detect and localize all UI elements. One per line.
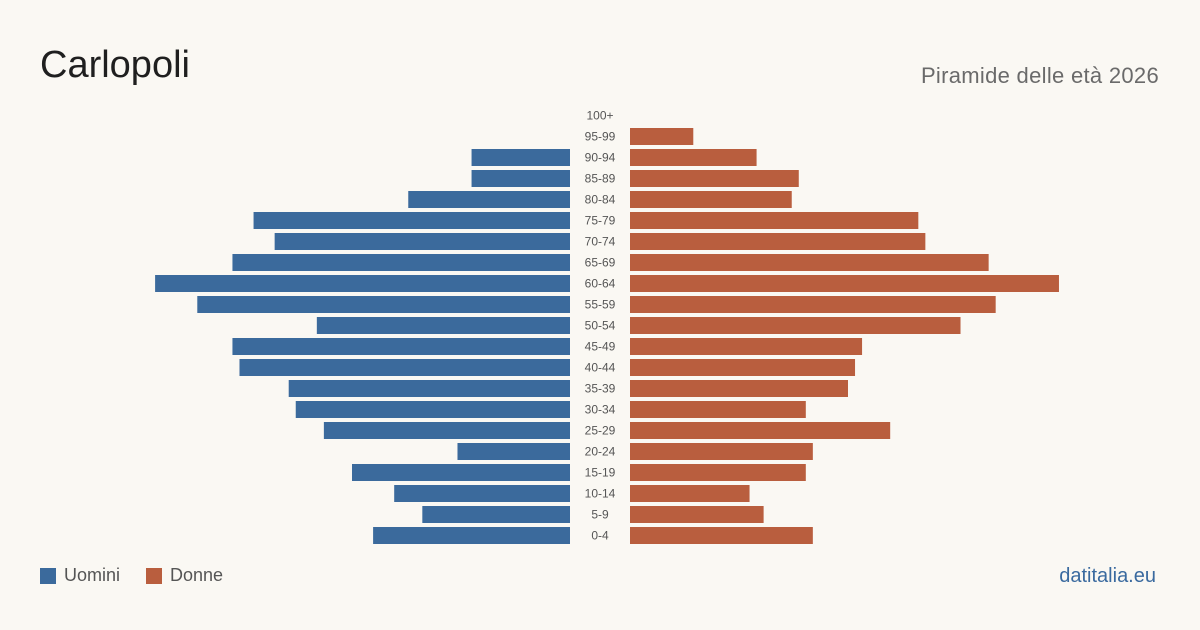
bar-women-30-34 bbox=[630, 401, 806, 418]
age-label-0-4: 0-4 bbox=[591, 529, 609, 543]
bar-men-10-14 bbox=[394, 485, 570, 502]
chart-subtitle: Piramide delle età 2026 bbox=[920, 63, 1159, 88]
age-label-65-69: 65-69 bbox=[585, 256, 616, 270]
age-label-20-24: 20-24 bbox=[585, 445, 616, 459]
legend-swatch-women bbox=[146, 567, 163, 584]
bar-men-80-84 bbox=[408, 191, 570, 208]
bar-women-65-69 bbox=[630, 254, 989, 271]
age-label-30-34: 30-34 bbox=[585, 403, 616, 417]
brand-link[interactable]: datitalia.eu bbox=[1059, 565, 1156, 587]
age-label-80-84: 80-84 bbox=[585, 193, 616, 207]
bar-women-10-14 bbox=[630, 485, 750, 502]
age-label-35-39: 35-39 bbox=[585, 382, 616, 396]
bar-women-40-44 bbox=[630, 359, 856, 376]
bar-men-15-19 bbox=[352, 464, 570, 481]
legend-swatch-men bbox=[40, 567, 56, 584]
bar-women-80-84 bbox=[630, 191, 792, 208]
bar-men-60-64 bbox=[155, 275, 570, 292]
bar-men-65-69 bbox=[232, 254, 571, 271]
legend-label-women: Donne bbox=[170, 565, 224, 585]
bar-women-90-94 bbox=[630, 149, 757, 166]
men-bars bbox=[155, 149, 571, 544]
age-label-45-49: 45-49 bbox=[585, 340, 616, 354]
bar-men-25-29 bbox=[323, 422, 570, 439]
bar-men-50-54 bbox=[316, 317, 570, 334]
chart-title: Carlopoli bbox=[40, 44, 190, 86]
bar-men-0-4 bbox=[373, 527, 570, 544]
bar-men-55-59 bbox=[197, 296, 570, 313]
age-label-50-54: 50-54 bbox=[585, 319, 616, 333]
bar-men-20-24 bbox=[457, 443, 570, 460]
age-label-90-94: 90-94 bbox=[585, 151, 616, 165]
bar-women-95-99 bbox=[630, 128, 694, 145]
legend-item-men: Uomini bbox=[40, 565, 120, 586]
women-bars bbox=[630, 128, 1059, 544]
bar-women-75-79 bbox=[630, 212, 919, 229]
bar-women-35-39 bbox=[630, 380, 848, 397]
age-label-95-99: 95-99 bbox=[585, 130, 616, 144]
age-label-60-64: 60-64 bbox=[585, 277, 616, 291]
legend-item-women: Donne bbox=[146, 565, 223, 586]
age-label-10-14: 10-14 bbox=[585, 487, 616, 501]
bar-women-50-54 bbox=[630, 317, 961, 334]
bar-women-70-74 bbox=[630, 233, 926, 250]
bar-men-85-89 bbox=[471, 170, 570, 187]
age-label-70-74: 70-74 bbox=[585, 235, 616, 249]
legend: Uomini Donne bbox=[40, 565, 249, 586]
age-label-40-44: 40-44 bbox=[585, 361, 616, 375]
legend-label-men: Uomini bbox=[64, 565, 121, 585]
age-label-85-89: 85-89 bbox=[585, 172, 616, 186]
age-label-75-79: 75-79 bbox=[585, 214, 616, 228]
bar-men-75-79 bbox=[253, 212, 570, 229]
bar-men-90-94 bbox=[471, 149, 570, 166]
age-label-100plus: 100+ bbox=[586, 109, 613, 123]
bar-men-5-9 bbox=[422, 506, 570, 523]
age-label-15-19: 15-19 bbox=[585, 466, 616, 480]
bar-women-85-89 bbox=[630, 170, 799, 187]
bar-women-55-59 bbox=[630, 296, 996, 313]
bar-men-35-39 bbox=[288, 380, 570, 397]
bar-men-70-74 bbox=[274, 233, 570, 250]
bar-men-40-44 bbox=[239, 359, 570, 376]
bar-women-0-4 bbox=[630, 527, 813, 544]
bar-men-45-49 bbox=[232, 338, 571, 355]
bar-women-60-64 bbox=[630, 275, 1059, 292]
age-label-25-29: 25-29 bbox=[585, 424, 616, 438]
bar-women-25-29 bbox=[630, 422, 891, 439]
age-label-5-9: 5-9 bbox=[591, 508, 609, 522]
age-label-55-59: 55-59 bbox=[585, 298, 616, 312]
age-labels: 100+ 95-99 90-94 85-89 80-84 75-79 70-74 65-69 6… bbox=[585, 109, 616, 543]
bar-women-5-9 bbox=[630, 506, 764, 523]
bar-women-15-19 bbox=[630, 464, 806, 481]
bar-women-20-24 bbox=[630, 443, 813, 460]
bar-women-45-49 bbox=[630, 338, 863, 355]
bar-men-30-34 bbox=[295, 401, 570, 418]
